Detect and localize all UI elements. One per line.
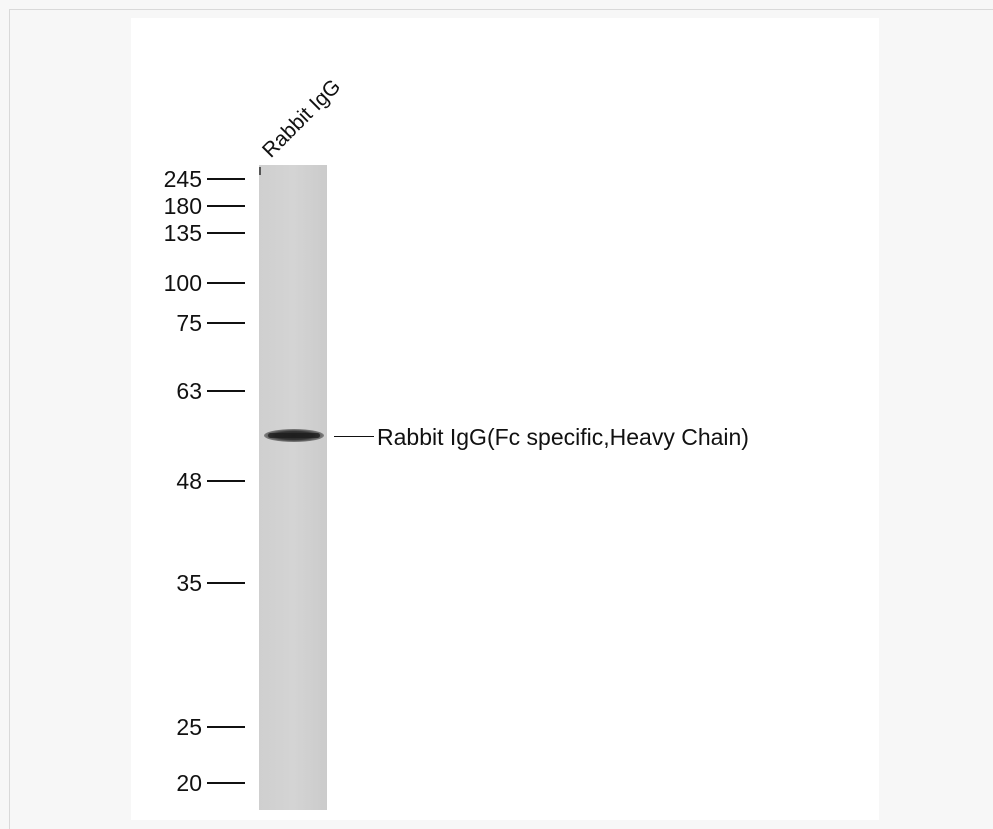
marker-label: 63 [176, 378, 202, 404]
marker-label: 245 [163, 166, 202, 192]
marker-20: 20 [130, 771, 248, 795]
marker-tick [207, 782, 245, 784]
marker-label: 20 [176, 770, 202, 796]
marker-180: 180 [130, 194, 248, 218]
marker-tick [207, 205, 245, 207]
marker-35: 35 [130, 571, 248, 595]
marker-245: 245 [130, 167, 248, 191]
marker-label: 100 [163, 270, 202, 296]
protein-band-core [268, 433, 320, 438]
marker-tick [207, 582, 245, 584]
marker-label: 35 [176, 570, 202, 596]
marker-100: 100 [130, 271, 248, 295]
marker-label: 135 [163, 220, 202, 246]
marker-label: 75 [176, 310, 202, 336]
marker-label: 180 [163, 193, 202, 219]
marker-label: 25 [176, 714, 202, 740]
marker-label: 48 [176, 468, 202, 494]
marker-63: 63 [130, 379, 248, 403]
marker-48: 48 [130, 469, 248, 493]
band-label: Rabbit IgG(Fc specific,Heavy Chain) [377, 424, 749, 450]
marker-75: 75 [130, 311, 248, 335]
marker-25: 25 [130, 715, 248, 739]
blot-lane [259, 165, 327, 810]
marker-tick [207, 232, 245, 234]
western-blot-panel [131, 18, 879, 820]
marker-tick [207, 282, 245, 284]
band-pointer-line [334, 436, 374, 437]
marker-tick [207, 322, 245, 324]
lane-edge-mark [259, 167, 261, 175]
marker-tick [207, 480, 245, 482]
marker-135: 135 [130, 221, 248, 245]
marker-tick [207, 390, 245, 392]
page-frame [9, 9, 993, 829]
marker-tick [207, 178, 245, 180]
marker-tick [207, 726, 245, 728]
